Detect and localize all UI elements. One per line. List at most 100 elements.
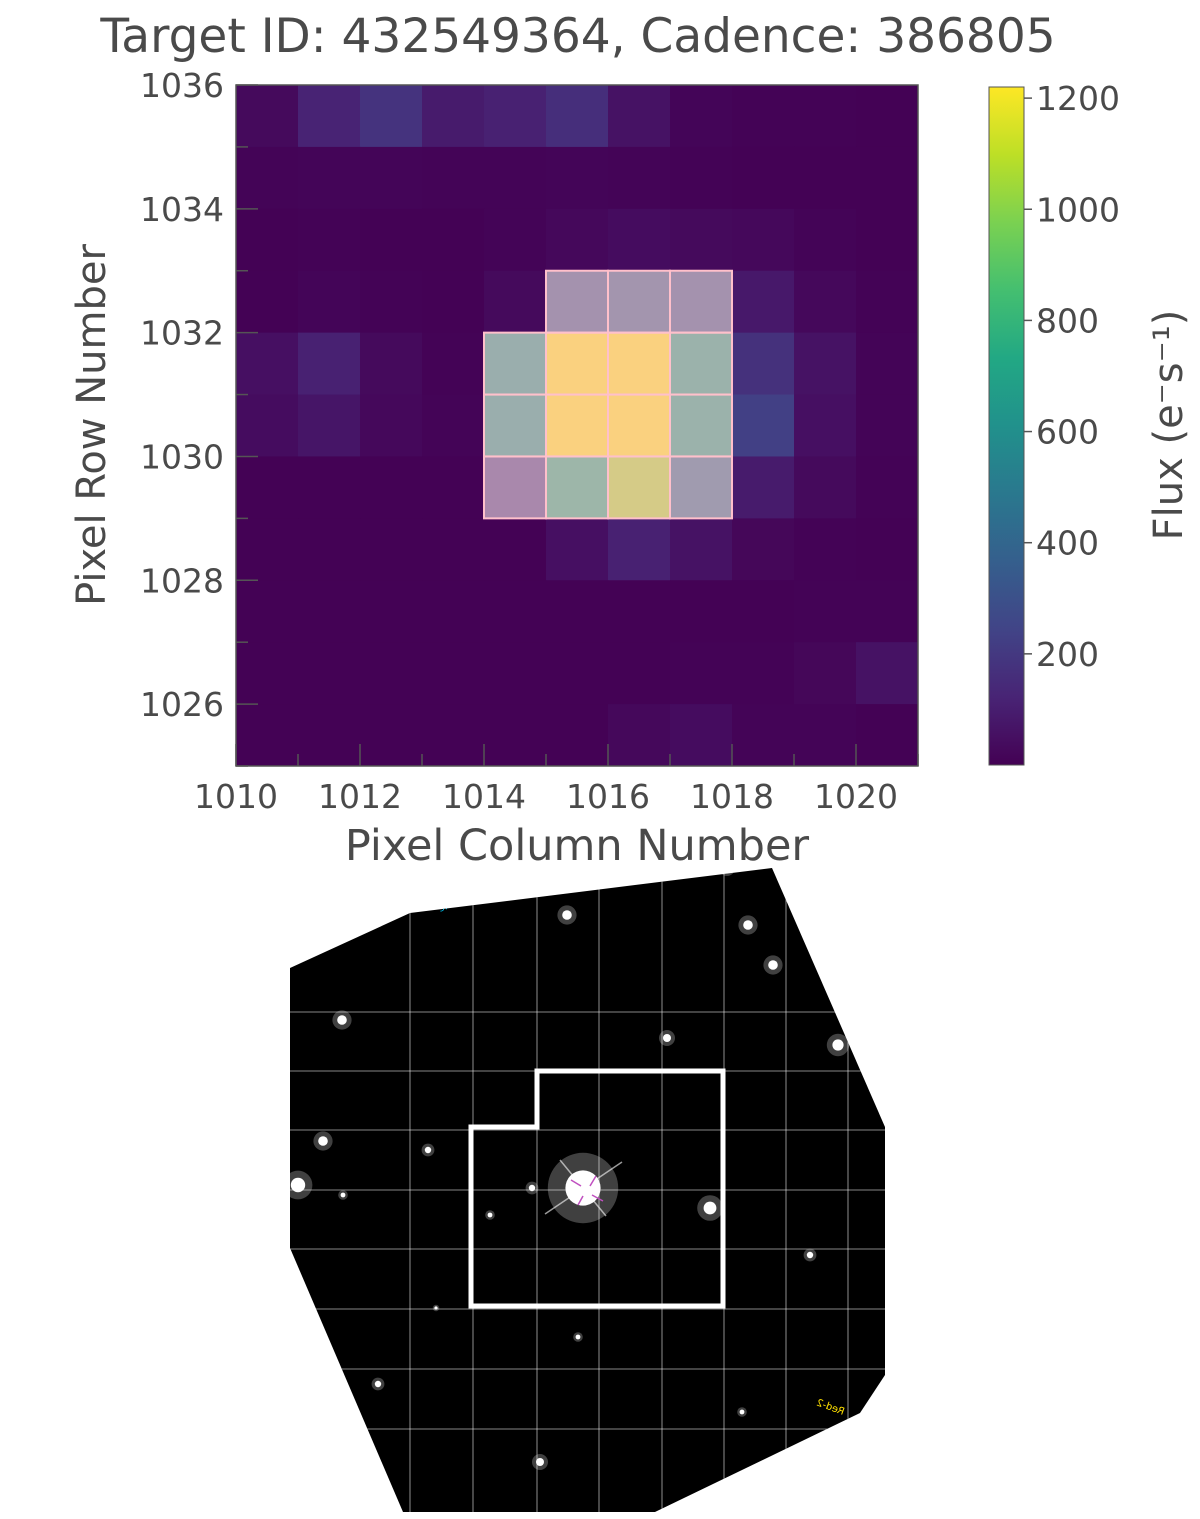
y-tick-label: 1030 <box>140 437 224 476</box>
colorbar <box>988 86 1025 766</box>
heatmap-cell <box>732 208 795 272</box>
heatmap-cell <box>484 270 547 334</box>
heatmap-cell <box>546 208 609 272</box>
heatmap-cell <box>794 146 857 210</box>
heatmap-cell <box>670 580 733 643</box>
heatmap-cell <box>484 580 547 643</box>
heatmap-cell <box>856 270 919 334</box>
aperture-pixel <box>483 393 547 458</box>
heatmap-cell <box>360 394 423 457</box>
heatmap-cell <box>856 146 919 210</box>
aperture-pixel <box>545 331 609 396</box>
aperture-pixel <box>669 393 733 458</box>
x-tick-label: 1016 <box>566 777 650 816</box>
heatmap-cell <box>236 85 299 148</box>
heatmap-cell <box>670 704 733 767</box>
heatmap-cell <box>856 85 919 148</box>
heatmap-cell <box>422 85 485 148</box>
plot-frame <box>235 84 919 767</box>
aperture-pixel <box>669 331 733 396</box>
heatmap-cell <box>546 580 609 643</box>
heatmap-cell <box>360 704 423 767</box>
y-tick-label: 1034 <box>140 190 224 229</box>
target-marker <box>570 1175 604 1206</box>
y-axis-label: Pixel Row Number <box>69 244 115 606</box>
heatmap-cell <box>236 518 299 581</box>
heatmap-cell <box>856 456 919 519</box>
heatmap-cell <box>360 146 423 210</box>
heatmap-cell <box>298 332 361 396</box>
colorbar-ticks: 200 400 600 800 1000 1200 <box>1024 79 1120 674</box>
heatmap-cell <box>670 642 733 705</box>
heatmap-cell <box>236 394 299 457</box>
heatmap-cell <box>732 394 795 457</box>
heatmap-cell <box>670 85 733 148</box>
heatmap-cell <box>794 704 857 767</box>
heatmap-cell <box>794 642 857 705</box>
heatmap-cell <box>298 580 361 643</box>
colorbar-tick-label: 1000 <box>1036 190 1120 229</box>
colorbar-tick-label: 800 <box>1036 301 1099 340</box>
heatmap-cell <box>236 704 299 767</box>
heatmap-cell <box>236 146 299 210</box>
colorbar-tick-label: 600 <box>1036 413 1099 452</box>
heatmap-cell <box>298 208 361 272</box>
y-tick-label: 1036 <box>140 66 224 105</box>
aperture-pixel <box>607 269 671 334</box>
heatmap-cell <box>546 146 609 210</box>
heatmap-cell <box>856 518 919 581</box>
sky-grid <box>290 868 885 1512</box>
heatmap-cell <box>422 580 485 643</box>
heatmap-cell <box>856 394 919 457</box>
heatmap-cell <box>360 456 423 519</box>
heatmap-cell <box>360 85 423 148</box>
aperture-pixel <box>483 455 547 520</box>
heatmap-cell <box>794 394 857 457</box>
heatmap-cell <box>422 518 485 581</box>
heatmap-cell <box>732 518 795 581</box>
x-axis-label: Pixel Column Number <box>345 821 810 871</box>
heatmap-cell <box>484 85 547 148</box>
heatmap-cell <box>732 642 795 705</box>
chart-title: Target ID: 432549364, Cadence: 386805 <box>99 9 1055 64</box>
heatmap-cell <box>856 332 919 396</box>
x-tick-label: 1014 <box>442 777 526 816</box>
heatmap-cell <box>422 642 485 705</box>
heatmap-cell <box>608 208 671 272</box>
heatmap-cell <box>546 704 609 767</box>
heatmap-cell <box>794 580 857 643</box>
heatmap-cell <box>484 642 547 705</box>
heatmap-cell <box>732 580 795 643</box>
heatmap-cell <box>794 270 857 334</box>
colorbar-tick-label: 1200 <box>1036 79 1120 118</box>
heatmap-cell <box>298 394 361 457</box>
heatmap-cell <box>794 85 857 148</box>
heatmap-cell <box>298 146 361 210</box>
aperture-pixel <box>607 455 671 520</box>
heatmap-cell <box>732 85 795 148</box>
heatmap-cell <box>546 85 609 148</box>
heatmap-cell <box>360 642 423 705</box>
heatmap-cell <box>546 518 609 581</box>
heatmap-cell <box>298 270 361 334</box>
heatmap-cell <box>608 146 671 210</box>
heatmap-cell <box>360 518 423 581</box>
heatmap-cell <box>422 456 485 519</box>
heatmap-cell <box>422 270 485 334</box>
heatmap-cell <box>298 456 361 519</box>
heatmap-cell <box>236 580 299 643</box>
heatmap-cell <box>484 208 547 272</box>
heatmap-cell <box>422 704 485 767</box>
heatmap-cell <box>608 85 671 148</box>
heatmap-cell <box>856 704 919 767</box>
y-tick-label: 1026 <box>140 685 224 724</box>
heatmap-cell <box>856 580 919 643</box>
aperture-pixel <box>545 393 609 458</box>
heatmap-cell <box>298 642 361 705</box>
heatmap-cell <box>732 456 795 519</box>
x-tick-label: 1018 <box>690 777 774 816</box>
heatmap-cell <box>732 146 795 210</box>
heatmap-cell <box>298 518 361 581</box>
heatmap-cell <box>360 208 423 272</box>
heatmap-cell <box>856 208 919 272</box>
